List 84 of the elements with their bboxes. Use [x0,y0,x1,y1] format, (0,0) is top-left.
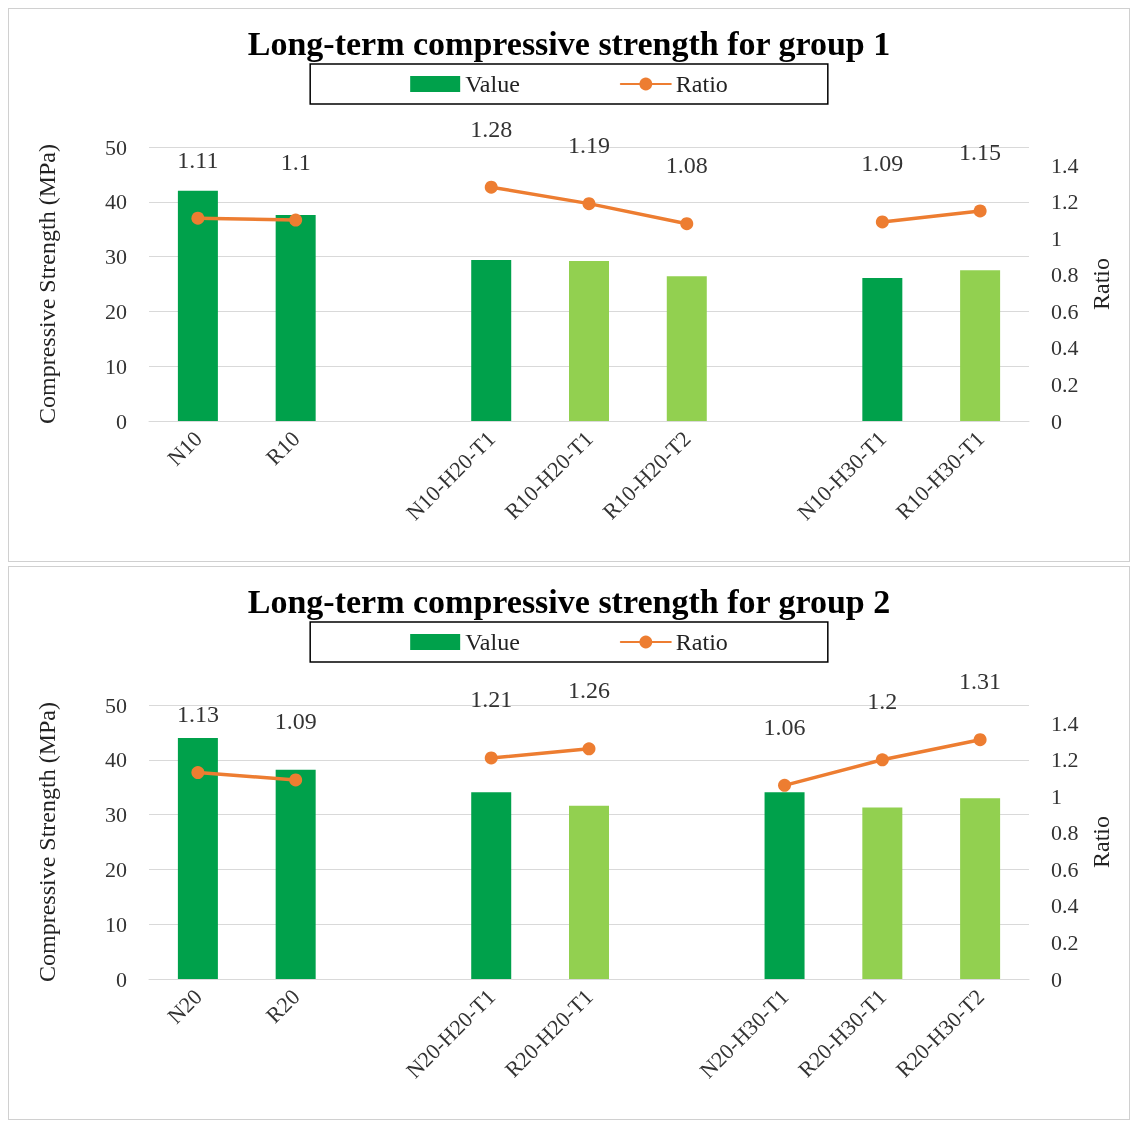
y-tick-label: 10 [105,353,127,379]
bar [177,737,218,979]
y2-tick-label: 1 [1051,783,1062,809]
y-tick-label: 30 [105,244,127,270]
point [191,211,205,225]
x-tick-label: R10 [260,426,305,470]
bar [177,190,218,421]
data-label: 1.21 [470,686,513,713]
x-tick-label: N10 [162,426,207,471]
y-tick-label: 50 [105,692,127,718]
point [484,180,498,194]
y-tick-label: 0 [116,408,127,434]
point [289,213,303,227]
y2-axis-title: Ratio [1088,258,1115,310]
y2-tick-label: 0.8 [1051,820,1079,846]
data-label: 1.06 [763,713,806,740]
bar [569,805,609,979]
bar [275,214,316,421]
data-label: 1.13 [176,701,219,728]
y2-tick-label: 1.4 [1051,710,1079,736]
bar [960,270,1001,421]
bar [862,277,903,421]
x-tick-label: N20 [162,984,207,1029]
bar [960,798,1001,979]
legend-label: Value [465,629,520,655]
point [191,766,205,780]
legend-label: Ratio [675,629,728,655]
y2-tick-label: 0.8 [1051,262,1079,288]
bar [764,792,805,979]
y-tick-label: 40 [105,747,127,773]
data-label: 1.09 [274,708,317,735]
y-tick-label: 40 [105,189,127,215]
bar [862,807,903,979]
point [875,215,889,229]
bar [275,769,316,979]
point [289,773,303,787]
y-tick-label: 10 [105,911,127,937]
legend-label: Ratio [675,71,728,97]
bar [471,259,512,421]
x-tick-label: R20 [260,984,305,1028]
data-label: 1.11 [177,146,219,173]
chart-title: Long-term compressive strength for group 1 [247,24,891,62]
point [973,204,987,218]
y2-tick-label: 0.2 [1051,371,1079,397]
y2-tick-label: 0.6 [1051,298,1079,324]
y2-tick-label: 1 [1051,225,1062,251]
data-label: 1.26 [568,677,610,704]
y-axis-title: Compressive Strength (MPa) [34,702,60,982]
data-label: 1.28 [470,115,513,142]
y2-tick-label: 0.4 [1051,893,1079,919]
data-label: 1.08 [665,152,708,179]
data-label: 1.09 [861,150,904,177]
chart-title: Long-term compressive strength for group 2 [247,582,891,620]
y-tick-label: 30 [105,802,127,828]
point [582,197,596,211]
bar [666,276,707,421]
point [973,733,987,747]
point [484,751,498,765]
bar [569,260,609,421]
legend-label: Value [465,71,520,97]
point [875,753,889,767]
y2-tick-label: 0.6 [1051,856,1079,882]
data-label: 1.15 [959,139,1002,166]
y2-tick-label: 0 [1051,408,1062,434]
y2-tick-label: 1.4 [1051,152,1079,178]
y-tick-label: 50 [105,134,127,160]
y2-tick-label: 0 [1051,966,1062,992]
y2-tick-label: 0.2 [1051,929,1079,955]
point [582,742,596,756]
y-tick-label: 20 [105,856,127,882]
y2-tick-label: 0.4 [1051,335,1079,361]
y2-tick-label: 1.2 [1051,747,1079,773]
y2-tick-label: 1.2 [1051,189,1079,215]
point [778,778,792,792]
y-tick-label: 20 [105,298,127,324]
point [680,217,694,231]
data-label: 1.19 [568,132,610,159]
data-label: 1.31 [959,668,1002,695]
bar [471,792,512,979]
data-label: 1.1 [280,148,311,175]
data-label: 1.2 [867,688,898,715]
y-tick-label: 0 [116,966,127,992]
y-axis-title: Compressive Strength (MPa) [34,144,60,424]
y2-axis-title: Ratio [1088,816,1115,868]
